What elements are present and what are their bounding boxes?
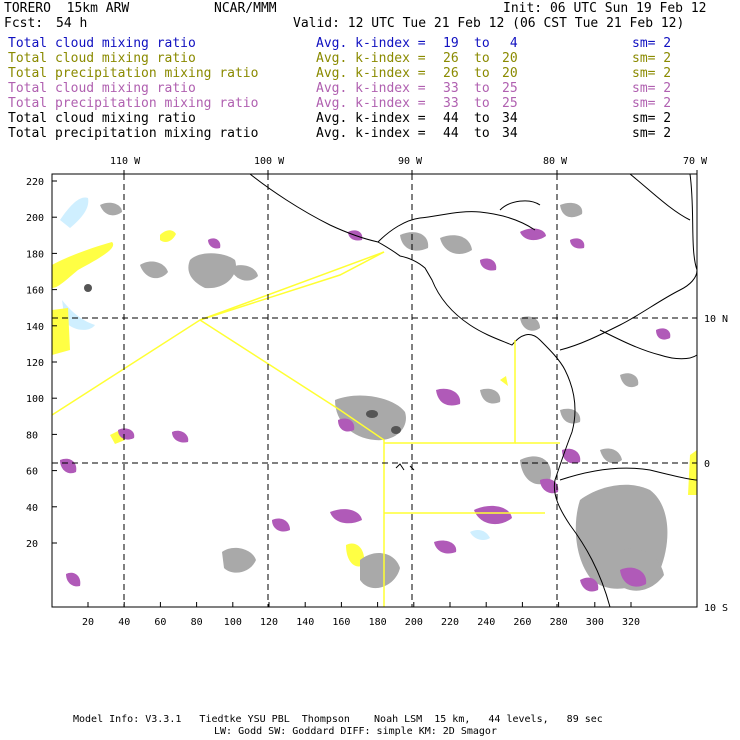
y-tick-label: 100 bbox=[26, 394, 44, 405]
legend-range-from: 33 bbox=[443, 96, 459, 111]
y-tick-label: 160 bbox=[26, 286, 44, 297]
lat-lon-grid bbox=[52, 174, 697, 607]
y-tick-label: 180 bbox=[26, 249, 44, 260]
lat-label: 10 S bbox=[704, 603, 728, 614]
x-tick-label: 80 bbox=[191, 617, 203, 628]
legend-range-to-word: to bbox=[474, 96, 490, 111]
region-boundaries bbox=[51, 251, 560, 607]
x-tick-label: 300 bbox=[586, 617, 604, 628]
y-tick-label: 200 bbox=[26, 213, 44, 224]
footer-model-info: Model Info: V3.3.1 Tiedtke YSU PBL Thomp… bbox=[73, 714, 603, 725]
legend-label: Total cloud mixing ratio bbox=[8, 111, 196, 126]
legend-avg-label: Avg. k-index = bbox=[316, 66, 426, 81]
coastlines bbox=[249, 173, 698, 608]
legend-avg-label: Avg. k-index = bbox=[316, 96, 426, 111]
legend-range-to-word: to bbox=[474, 126, 490, 141]
x-tick-label: 320 bbox=[622, 617, 640, 628]
map-axes: 110 W 100 W 90 W 80 W 70 W 10 N 0 10 S 220 200 180… bbox=[26, 156, 728, 628]
legend-label: Total cloud mixing ratio bbox=[8, 36, 196, 51]
legend-range-to: 4 bbox=[502, 36, 518, 51]
legend-avg-label: Avg. k-index = bbox=[316, 81, 426, 96]
legend-range-to-word: to bbox=[474, 36, 490, 51]
legend-smoothing: sm= 2 bbox=[632, 36, 672, 51]
forecast-hour: 54 h bbox=[56, 16, 88, 31]
y-tick-label: 40 bbox=[26, 503, 38, 514]
legend-range-to-word: to bbox=[474, 51, 490, 66]
legend-range-from: 26 bbox=[443, 51, 459, 66]
legend-range-to: 34 bbox=[502, 126, 518, 141]
x-tick-label: 280 bbox=[550, 617, 568, 628]
lat-label: 0 bbox=[704, 459, 710, 470]
legend-label: Total precipitation mixing ratio bbox=[8, 66, 259, 81]
legend-range-to-word: to bbox=[474, 81, 490, 96]
weather-map: 110 W 100 W 90 W 80 W 70 W 10 N 0 10 S 220 200 180… bbox=[26, 156, 728, 628]
legend-label: Total cloud mixing ratio bbox=[8, 51, 196, 66]
y-tick-label: 20 bbox=[26, 539, 38, 550]
x-tick-label: 20 bbox=[82, 617, 94, 628]
legend-avg-label: Avg. k-index = bbox=[316, 51, 426, 66]
lat-label: 10 N bbox=[704, 314, 728, 325]
legend-smoothing: sm= 2 bbox=[632, 66, 672, 81]
legend-smoothing: sm= 2 bbox=[632, 81, 672, 96]
legend-label: Total precipitation mixing ratio bbox=[8, 126, 259, 141]
legend-range-from: 44 bbox=[443, 111, 459, 126]
legend-range-to-word: to bbox=[474, 111, 490, 126]
y-tick-label: 60 bbox=[26, 467, 38, 478]
legend-range-to: 25 bbox=[502, 96, 518, 111]
lon-label: 100 W bbox=[254, 156, 285, 167]
legend-range-to: 34 bbox=[502, 111, 518, 126]
x-tick-label: 260 bbox=[513, 617, 531, 628]
y-tick-label: 120 bbox=[26, 358, 44, 369]
x-tick-label: 100 bbox=[224, 617, 242, 628]
x-tick-label: 60 bbox=[154, 617, 166, 628]
forecast-label: Fcst: bbox=[4, 16, 44, 31]
legend-range-from: 33 bbox=[443, 81, 459, 96]
legend-avg-label: Avg. k-index = bbox=[316, 36, 426, 51]
legend-range-from: 44 bbox=[443, 126, 459, 141]
y-tick-label: 220 bbox=[26, 177, 44, 188]
valid-time: Valid: 12 UTC Tue 21 Feb 12 (06 CST Tue … bbox=[293, 16, 685, 31]
x-tick-label: 220 bbox=[441, 617, 459, 628]
lon-label: 110 W bbox=[110, 156, 141, 167]
light-blue-clouds bbox=[60, 197, 490, 540]
legend-smoothing: sm= 2 bbox=[632, 111, 672, 126]
x-tick-label: 180 bbox=[369, 617, 387, 628]
center-label: NCAR/MMM bbox=[214, 1, 277, 16]
init-time: Init: 06 UTC Sun 19 Feb 12 bbox=[503, 1, 707, 16]
lon-label: 80 W bbox=[543, 156, 568, 167]
legend-range-from: 19 bbox=[443, 36, 459, 51]
legend-range-to-word: to bbox=[474, 66, 490, 81]
legend-smoothing: sm= 2 bbox=[632, 51, 672, 66]
x-tick-label: 160 bbox=[332, 617, 350, 628]
x-tick-label: 200 bbox=[405, 617, 423, 628]
legend-label: Total cloud mixing ratio bbox=[8, 81, 196, 96]
legend-avg-label: Avg. k-index = bbox=[316, 126, 426, 141]
x-tick-label: 240 bbox=[477, 617, 495, 628]
legend-smoothing: sm= 2 bbox=[632, 96, 672, 111]
legend-label: Total precipitation mixing ratio bbox=[8, 96, 259, 111]
lon-label: 70 W bbox=[683, 156, 708, 167]
model-title: TORERO 15km ARW bbox=[4, 1, 130, 16]
legend-range-from: 26 bbox=[443, 66, 459, 81]
gray-cloud-masses bbox=[100, 202, 668, 591]
legend-range-to: 25 bbox=[502, 81, 518, 96]
footer-physics-info: LW: Godd SW: Goddard DIFF: simple KM: 2D… bbox=[214, 726, 497, 737]
legend-smoothing: sm= 2 bbox=[632, 126, 672, 141]
x-tick-label: 40 bbox=[118, 617, 130, 628]
legend-range-to: 20 bbox=[502, 66, 518, 81]
lon-label: 90 W bbox=[398, 156, 423, 167]
purple-precip-areas bbox=[60, 228, 671, 592]
map-frame bbox=[51, 173, 698, 608]
legend-range-to: 20 bbox=[502, 51, 518, 66]
x-tick-label: 140 bbox=[296, 617, 314, 628]
x-tick-label: 120 bbox=[260, 617, 278, 628]
y-tick-label: 140 bbox=[26, 322, 44, 333]
legend-avg-label: Avg. k-index = bbox=[316, 111, 426, 126]
y-tick-label: 80 bbox=[26, 430, 38, 441]
